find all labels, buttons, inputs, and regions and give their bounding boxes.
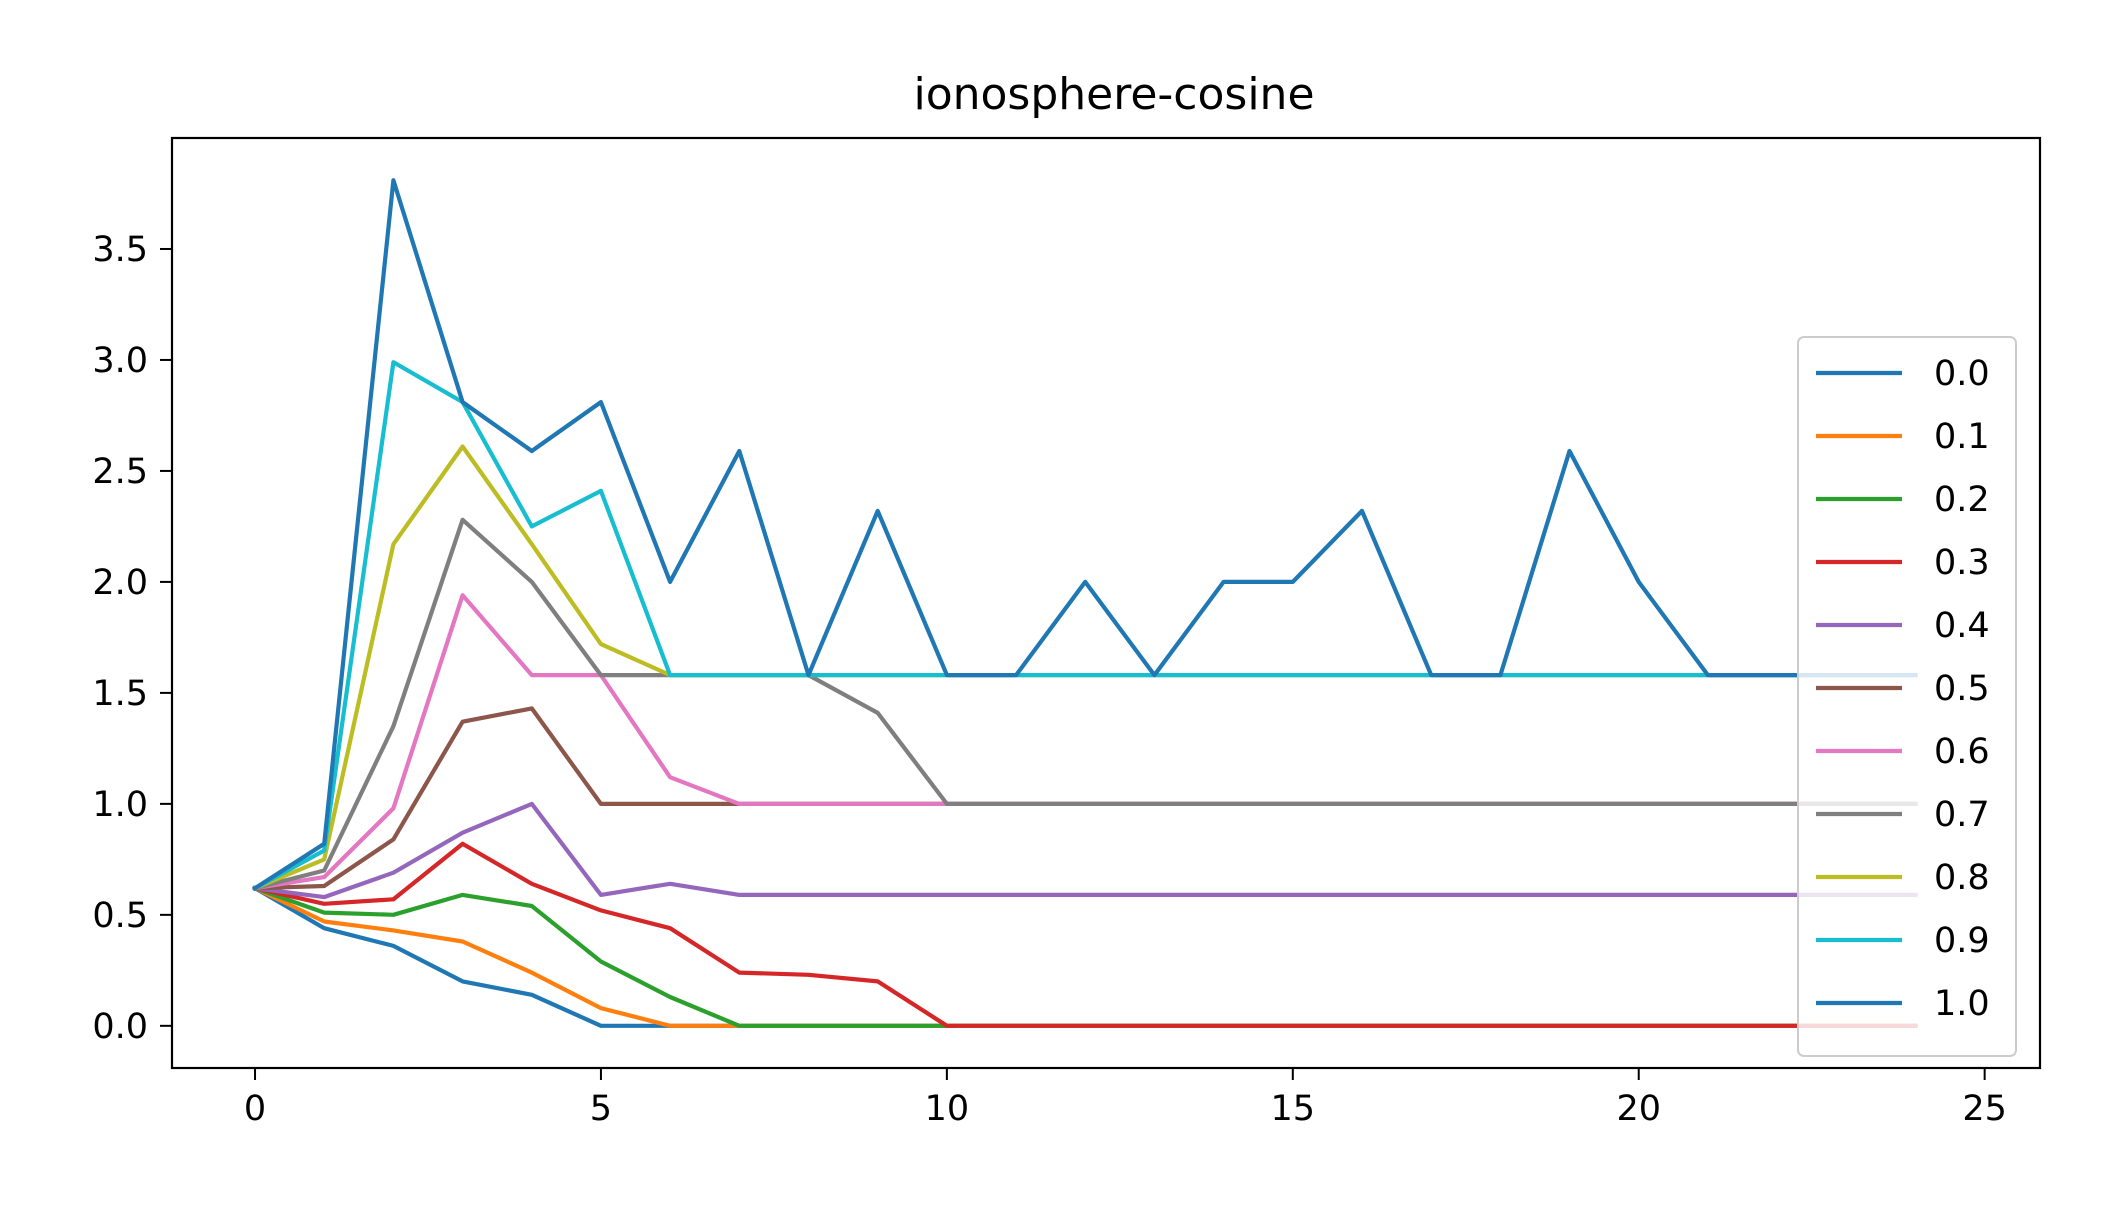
legend-label-0.7: 0.7 <box>1934 795 1990 835</box>
legend-label-0.0: 0.0 <box>1934 354 1990 394</box>
legend-label-0.8: 0.8 <box>1934 858 1990 898</box>
series-line-0.3 <box>252 841 1918 1028</box>
y-axis: 0.0 0.5 1.0 1.5 2.0 2.5 3.0 3.5 <box>92 230 172 1047</box>
legend-label-0.6: 0.6 <box>1934 732 1990 772</box>
series-layer <box>252 178 1918 1028</box>
legend-label-0.4: 0.4 <box>1934 606 1990 646</box>
x-tick-label: 0 <box>244 1089 266 1129</box>
series-line-1.0 <box>252 178 1918 892</box>
y-tick-label: 1.0 <box>92 785 148 825</box>
plot-area <box>170 136 2042 1070</box>
legend-label-0.2: 0.2 <box>1934 480 1990 520</box>
y-tick-label: 2.0 <box>92 563 148 603</box>
y-tick-label: 1.5 <box>92 674 148 714</box>
x-axis: 0 5 10 15 20 25 <box>244 1068 2007 1129</box>
x-tick-label: 10 <box>925 1089 970 1129</box>
legend-label-0.1: 0.1 <box>1934 417 1990 457</box>
legend: 0.0 0.1 0.2 0.3 0.4 0.5 0.6 0.7 0.8 0.9 1.0 <box>1797 336 2017 1057</box>
series-line-0.7 <box>252 517 1918 891</box>
x-tick-label: 15 <box>1271 1089 1316 1129</box>
y-tick-label: 3.5 <box>92 230 148 270</box>
y-tick-label: 3.0 <box>92 341 148 381</box>
series-line-0.9 <box>252 360 1918 892</box>
x-tick-label: 25 <box>1962 1089 2007 1129</box>
y-tick-label: 0.5 <box>92 896 148 936</box>
y-tick-label: 2.5 <box>92 452 148 492</box>
x-tick-label: 5 <box>590 1089 612 1129</box>
chart-title: ionosphere-cosine <box>913 69 1314 120</box>
plot-frame <box>170 136 2042 1070</box>
legend-label-0.5: 0.5 <box>1934 669 1990 709</box>
series-line-0.4 <box>252 801 1918 900</box>
legend-label-0.9: 0.9 <box>1934 921 1990 961</box>
legend-label-1.0: 1.0 <box>1934 984 1990 1024</box>
legend-label-0.3: 0.3 <box>1934 543 1990 583</box>
y-tick-label: 0.0 <box>92 1007 148 1047</box>
x-tick-label: 20 <box>1616 1089 1661 1129</box>
